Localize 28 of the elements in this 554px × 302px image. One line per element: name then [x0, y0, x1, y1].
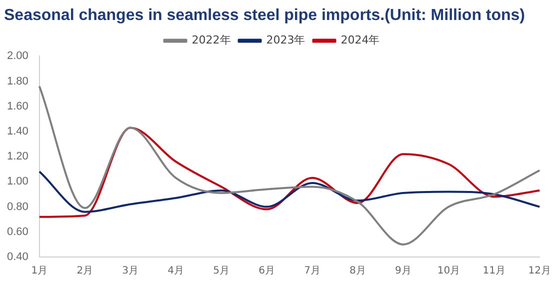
x-tick-label: 5月 [213, 266, 230, 277]
x-tick-label: 12月 [528, 266, 552, 277]
x-tick-label: 6月 [258, 266, 275, 277]
x-tick-label: 9月 [395, 266, 412, 277]
x-tick-label: 1月 [31, 266, 48, 277]
x-tick-label: 2月 [76, 266, 94, 277]
line-series [38, 170, 541, 213]
y-tick-label: 2.00 [6, 50, 28, 62]
legend-label: 2024年 [340, 34, 380, 47]
y-tick-label: 1.60 [6, 100, 28, 112]
y-tick-label: 1.20 [6, 150, 28, 163]
x-tick-label: 3月 [122, 266, 139, 277]
line-series [38, 126, 541, 218]
y-tick-label: 0.40 [6, 251, 28, 264]
y-tick-label: 1.00 [6, 176, 28, 188]
x-tick-label: 8月 [350, 266, 366, 277]
y-tick-label: 0.60 [6, 226, 28, 238]
x-tick-label: 10月 [437, 266, 460, 277]
y-tick-label: 1.80 [6, 75, 28, 88]
line-series [38, 85, 541, 246]
chart-title: Seasonal changes in seamless steel pipe imports.(Unit: Million tons) [4, 7, 526, 24]
y-tick-label: 1.40 [6, 126, 28, 138]
legend-label: 2023年 [266, 34, 306, 47]
x-tick-label: 7月 [304, 266, 320, 277]
x-tick-label: 11月 [482, 266, 506, 277]
x-tick-label: 4月 [168, 266, 184, 277]
y-tick-label: 0.80 [6, 200, 28, 213]
legend-label: 2022年 [192, 34, 231, 47]
